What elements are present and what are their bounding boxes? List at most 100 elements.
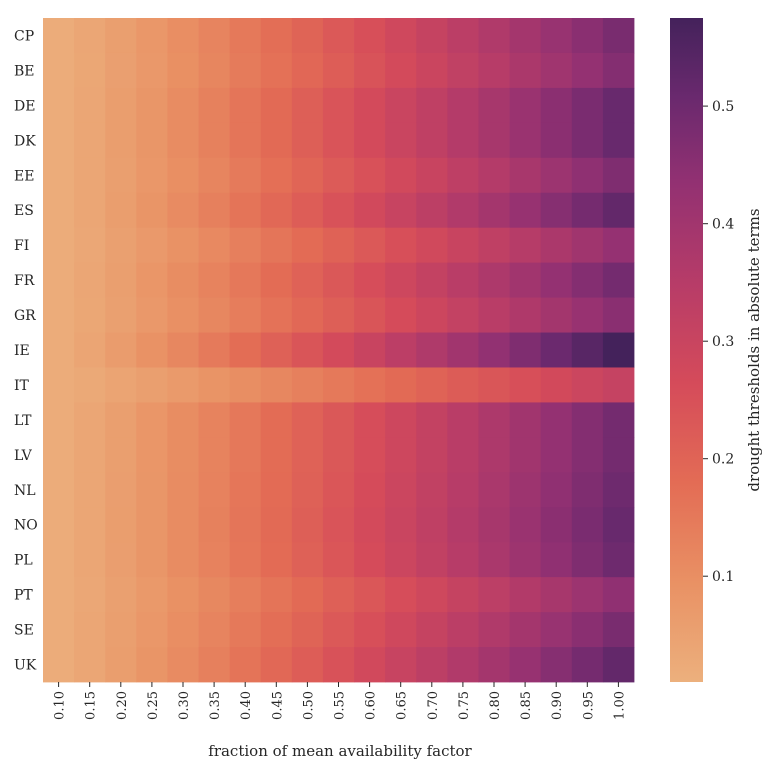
heatmap-cell	[385, 52, 417, 89]
heatmap-cell	[229, 472, 262, 508]
x-tick-label: 0.15	[84, 691, 99, 720]
heatmap-cell	[105, 18, 137, 54]
heatmap-cell	[416, 87, 448, 124]
heatmap-cell	[74, 367, 106, 403]
heatmap-cell	[260, 542, 293, 578]
heatmap-cell	[540, 87, 573, 124]
heatmap-cell	[74, 612, 106, 648]
heatmap-cell	[416, 52, 448, 89]
heatmap-cell	[136, 297, 168, 333]
heatmap-cell	[136, 542, 168, 578]
heatmap-cell	[136, 507, 168, 543]
heatmap-cell	[43, 18, 75, 54]
heatmap-cell	[229, 262, 262, 298]
heatmap-cell	[167, 507, 199, 543]
x-tick-label: 0.20	[115, 691, 130, 720]
heatmap-cell	[136, 367, 168, 403]
heatmap-cell	[260, 332, 293, 368]
heatmap-cell	[229, 507, 262, 543]
heatmap-cell	[447, 18, 479, 54]
heatmap-cell	[198, 122, 231, 159]
heatmap-cell	[354, 437, 386, 473]
heatmap-cell	[229, 227, 262, 264]
heatmap-cell	[136, 192, 168, 229]
heatmap-cell	[291, 52, 324, 89]
heatmap-cell	[416, 612, 448, 648]
heatmap-cell	[198, 437, 231, 473]
heatmap-cell	[136, 437, 168, 473]
heatmap-cell	[167, 437, 199, 473]
heatmap-cell	[229, 157, 262, 194]
heatmap-cell	[416, 402, 448, 438]
heatmap-cell	[447, 437, 479, 473]
heatmap-cell	[136, 52, 168, 89]
heatmap-cell	[540, 367, 573, 403]
heatmap-cell	[416, 472, 448, 508]
heatmap-cell	[509, 227, 542, 264]
heatmap-cell	[540, 577, 573, 613]
y-tick-label: DE	[14, 98, 35, 114]
heatmap-cell	[354, 542, 386, 578]
y-tick-label: IE	[14, 343, 30, 359]
heatmap-cell	[416, 332, 448, 368]
heatmap-cell	[74, 87, 106, 124]
heatmap-cell	[198, 52, 231, 89]
heatmap-cell	[602, 122, 635, 159]
heatmap-cell	[167, 52, 199, 89]
heatmap-cell	[322, 507, 355, 543]
heatmap-cell	[447, 192, 479, 229]
heatmap-cell	[540, 227, 573, 264]
heatmap-cell	[447, 507, 479, 543]
heatmap-cell	[260, 402, 293, 438]
x-tick-label: 0.75	[457, 691, 472, 720]
colorbar-ticks: 0.1 0.2 0.3 0.4 0.5	[703, 99, 734, 585]
heatmap-cell	[322, 18, 355, 54]
heatmap-cell	[509, 18, 542, 54]
heatmap-cell	[322, 157, 355, 194]
heatmap-cell	[509, 87, 542, 124]
heatmap-cell	[571, 437, 604, 473]
heatmap-cell	[416, 437, 448, 473]
heatmap-cell	[74, 157, 106, 194]
heatmap-cell	[540, 472, 573, 508]
heatmap-cell	[447, 402, 479, 438]
heatmap-cell	[136, 227, 168, 264]
heatmap-cell	[74, 472, 106, 508]
heatmap-cell	[416, 157, 448, 194]
heatmap-cell	[291, 472, 324, 508]
heatmap-cell	[74, 18, 106, 54]
heatmap-cell	[229, 612, 262, 648]
heatmap-cell	[260, 297, 293, 333]
heatmap-cell	[540, 262, 573, 298]
heatmap-cell	[416, 122, 448, 159]
heatmap-cell	[540, 52, 573, 89]
heatmap-cell	[478, 297, 510, 333]
heatmap-cell	[478, 647, 510, 683]
x-tick-label: 0.95	[581, 691, 596, 720]
heatmap-cell	[291, 437, 324, 473]
heatmap-cell	[74, 402, 106, 438]
y-tick-label: UK	[14, 658, 37, 674]
heatmap-cell	[602, 542, 635, 578]
colorbar-tick-label: 0.2	[712, 452, 734, 468]
heatmap-cell	[509, 192, 542, 229]
heatmap-cell	[105, 122, 137, 159]
heatmap-cell	[105, 332, 137, 368]
heatmap-cell	[167, 577, 199, 613]
heatmap-cell	[354, 262, 386, 298]
heatmap-cell	[198, 472, 231, 508]
heatmap-cell	[198, 577, 231, 613]
heatmap-cell	[74, 297, 106, 333]
heatmap-cell	[354, 647, 386, 683]
heatmap-cell	[167, 192, 199, 229]
heatmap-cell	[354, 52, 386, 89]
heatmap-cell	[416, 18, 448, 54]
heatmap-cell	[385, 262, 417, 298]
heatmap-cell	[322, 87, 355, 124]
heatmap-cell	[385, 437, 417, 473]
heatmap-cell	[229, 542, 262, 578]
heatmap-cell	[416, 367, 448, 403]
heatmap-cell	[447, 332, 479, 368]
heatmap-cell	[229, 402, 262, 438]
